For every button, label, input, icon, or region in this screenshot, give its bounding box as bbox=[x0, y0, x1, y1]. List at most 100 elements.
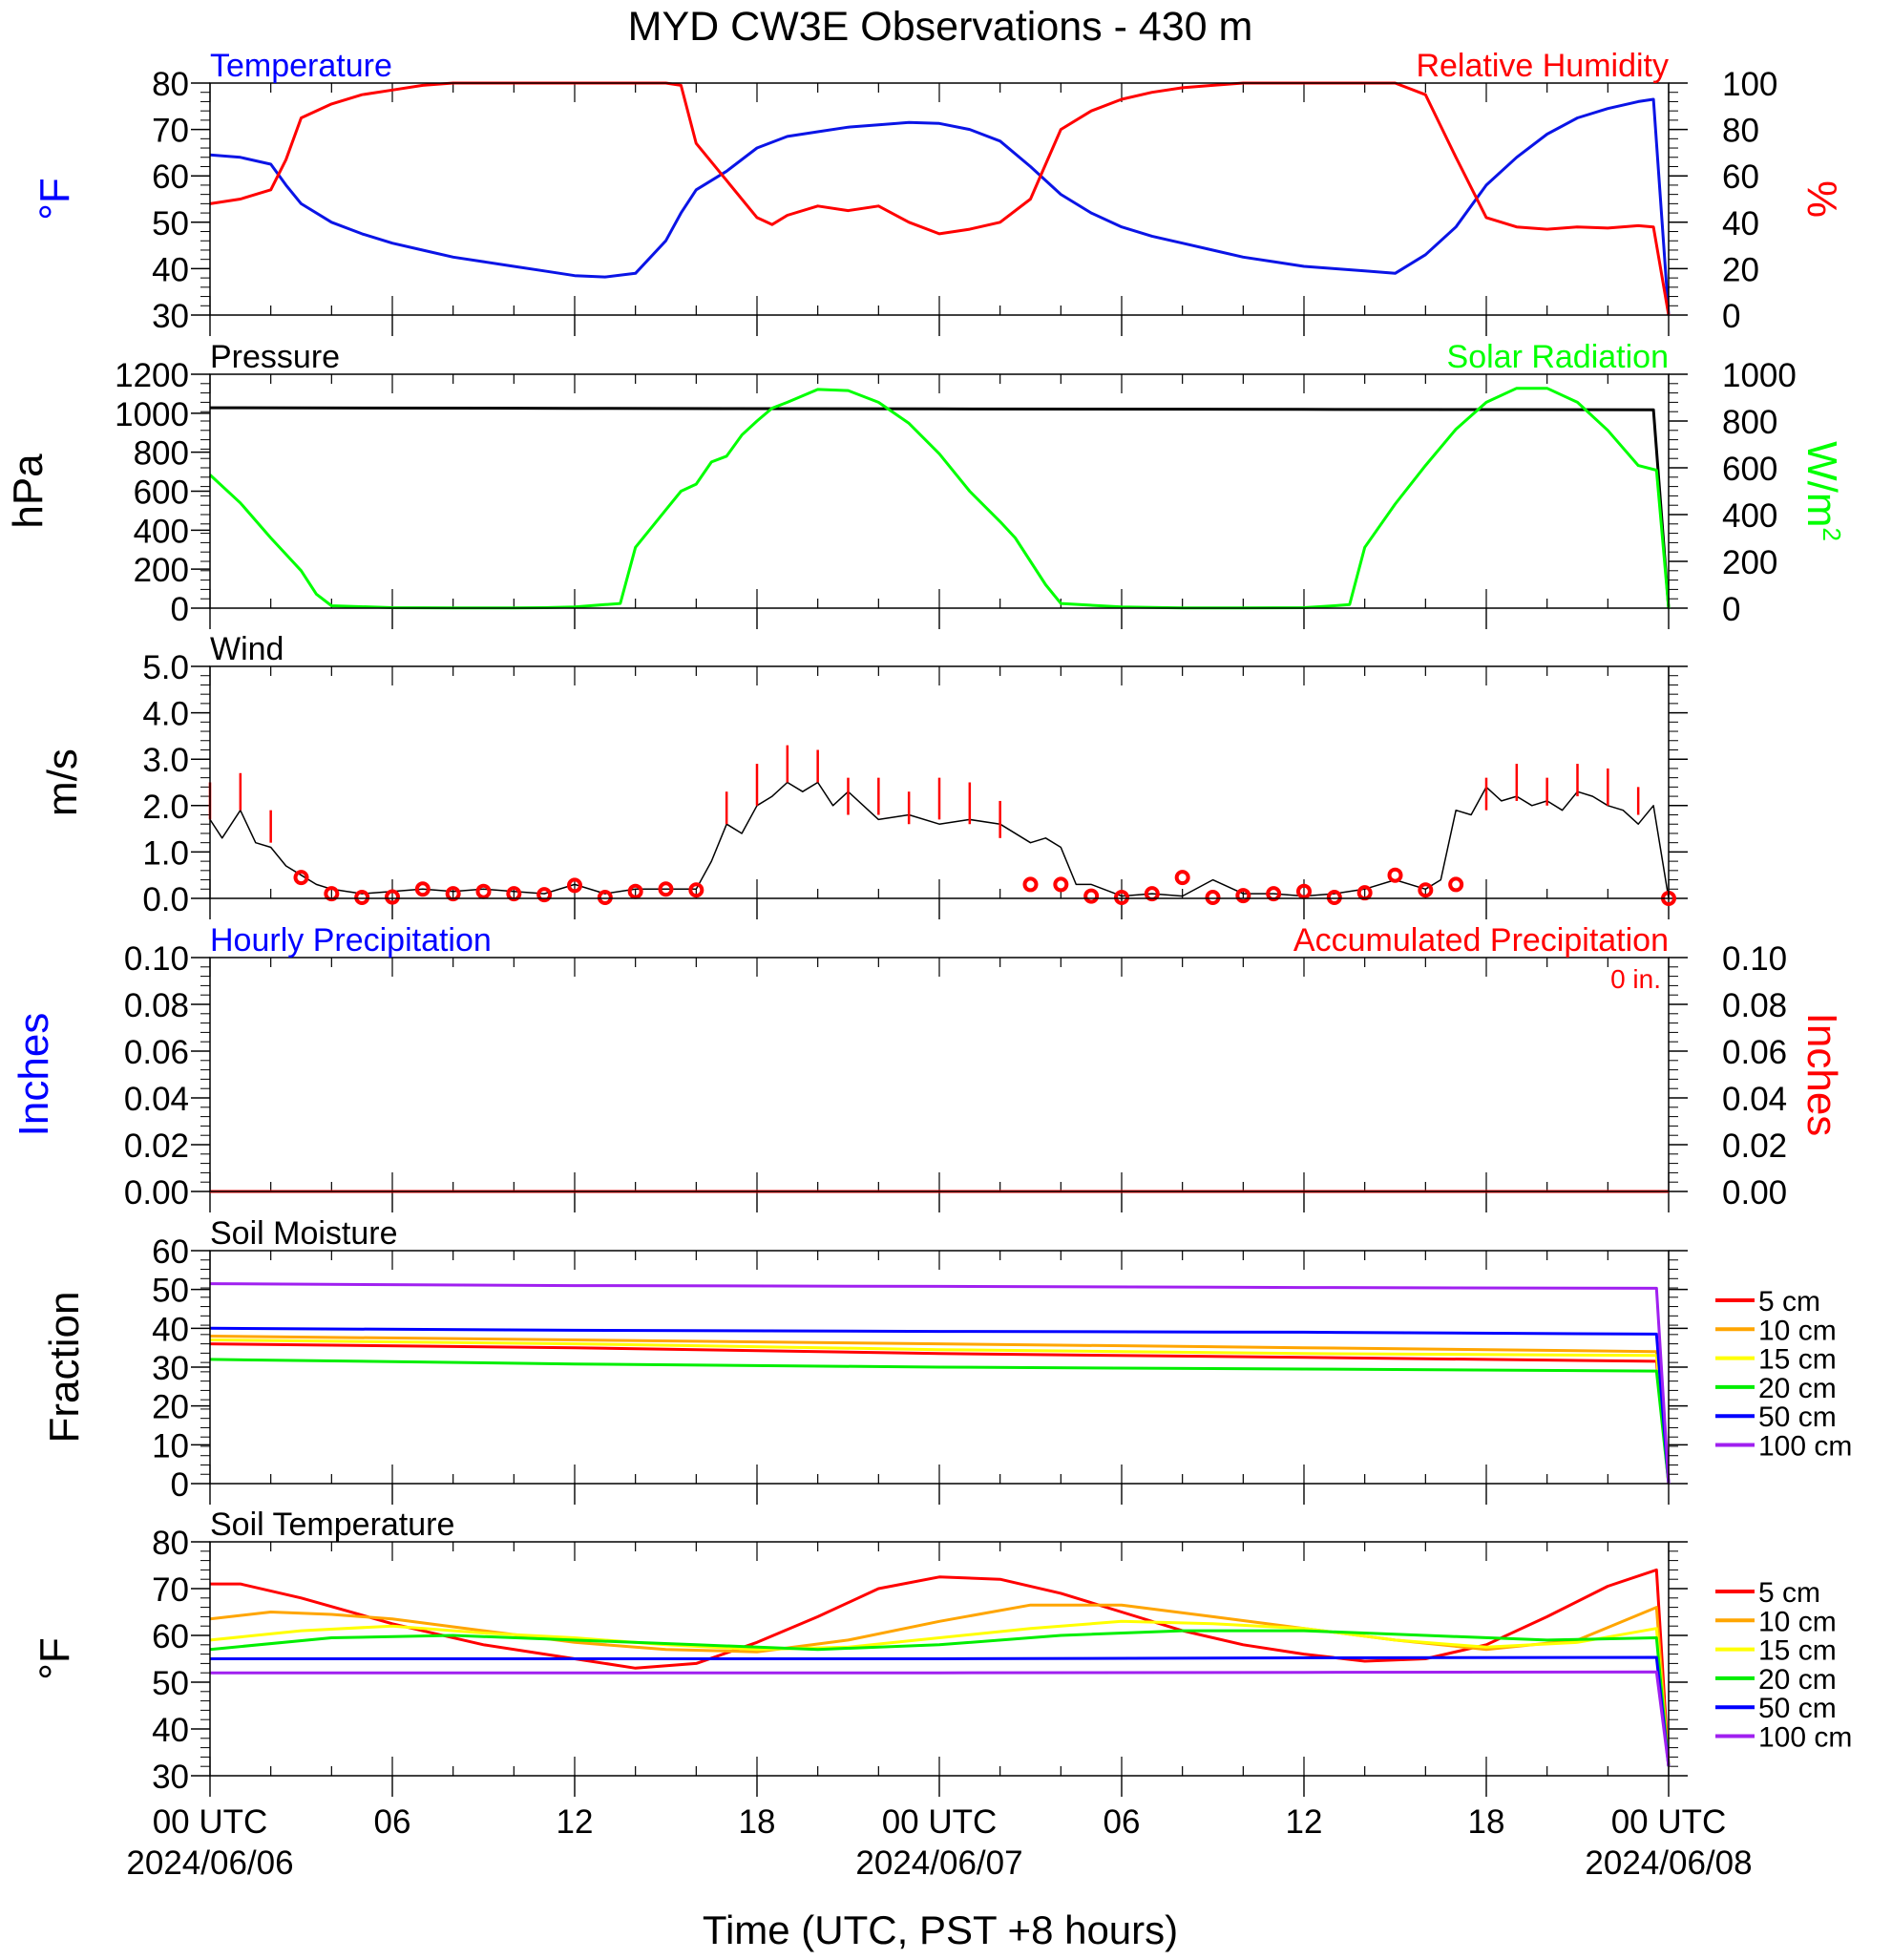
y-axis-label-left: °F bbox=[32, 1637, 78, 1679]
panel-title-left: Wind bbox=[210, 631, 284, 667]
x-date-label: 2024/06/07 bbox=[855, 1844, 1022, 1882]
x-tick-label: 00 UTC bbox=[1611, 1803, 1727, 1841]
y-tick-label-right: 400 bbox=[1722, 497, 1777, 535]
accumulated-total-annotation: 0 in. bbox=[1610, 964, 1661, 994]
panel-title-left: Pressure bbox=[210, 339, 340, 375]
y-tick-label-right: 0.00 bbox=[1722, 1174, 1787, 1212]
y-tick-label-left: 20 bbox=[152, 1389, 189, 1426]
y-tick-label-left: 40 bbox=[152, 1311, 189, 1348]
calm-wind-marker bbox=[445, 886, 461, 902]
y-tick-label-left: 3.0 bbox=[142, 742, 189, 779]
y-axis-label-superscript: 2 bbox=[1818, 527, 1846, 540]
y-tick-label-left: 0.00 bbox=[124, 1174, 189, 1212]
series-line-10cm bbox=[209, 1603, 1671, 1767]
series-group bbox=[208, 387, 1671, 610]
legend-label: 5 cm bbox=[1758, 1286, 1820, 1317]
calm-wind-marker bbox=[1266, 886, 1282, 902]
panel-wind: 0.0 1.0 2.0 3.0 4.0 5.0 Wind m/s bbox=[39, 631, 1688, 919]
plot-frame bbox=[209, 1250, 1670, 1485]
y-tick-label-left: 60 bbox=[152, 1233, 189, 1271]
y-tick-label-left: 2.0 bbox=[142, 789, 189, 826]
y-tick-label-left: 60 bbox=[152, 1618, 189, 1655]
calm-wind-marker bbox=[293, 870, 309, 886]
series-group bbox=[209, 781, 1670, 899]
y-tick-label-right: 0.02 bbox=[1722, 1128, 1787, 1165]
legend-label: 20 cm bbox=[1758, 1373, 1837, 1404]
y-tick-label-right: 800 bbox=[1722, 404, 1777, 441]
panel-title-right: Solar Radiation bbox=[1447, 339, 1669, 375]
plot-frame bbox=[209, 82, 1670, 316]
y-tick-label-left: 70 bbox=[152, 113, 189, 150]
calm-wind-marker bbox=[1174, 870, 1190, 886]
x-tick-label: 06 bbox=[1104, 1803, 1141, 1841]
x-tick-label: 12 bbox=[557, 1803, 594, 1841]
y-tick-label-left: 0 bbox=[171, 591, 189, 628]
calm-wind-marker bbox=[597, 890, 613, 906]
calm-wind-marker bbox=[1448, 876, 1464, 893]
figure-title: MYD CW3E Observations - 430 m bbox=[628, 4, 1253, 50]
panel-title-left: Temperature bbox=[210, 48, 392, 84]
y-tick-label-left: 80 bbox=[152, 66, 189, 103]
x-tick-label: 18 bbox=[739, 1803, 776, 1841]
x-date-label: 2024/06/08 bbox=[1585, 1844, 1752, 1882]
y-tick-label-left: 0 bbox=[171, 1466, 189, 1504]
y-tick-label-left: 10 bbox=[152, 1427, 189, 1465]
panel-precip: 0.00 0.02 0.04 0.06 0.08 0.10 0.00 0.02 0.04 0.06… bbox=[11, 922, 1845, 1212]
legend-label: 10 cm bbox=[1758, 1606, 1837, 1637]
y-tick-label-left: 30 bbox=[152, 1350, 189, 1387]
calm-wind-marker bbox=[1387, 867, 1403, 883]
panel-temp-rh: 30 40 50 60 70 80 0 20 40 60 80 100 Temperature Relat… bbox=[32, 48, 1845, 336]
y-tick-label-left: 0.10 bbox=[124, 940, 189, 978]
calm-wind-marker bbox=[1296, 883, 1312, 899]
legend-label: 50 cm bbox=[1758, 1402, 1837, 1433]
series-line bbox=[209, 81, 1671, 316]
y-axis-label-right: W/m2 bbox=[1798, 441, 1846, 541]
y-tick-label-right: 0 bbox=[1722, 298, 1740, 335]
calm-wind-marker bbox=[567, 877, 582, 894]
series-group bbox=[209, 1568, 1671, 1767]
y-tick-label-left: 5.0 bbox=[142, 649, 189, 686]
y-tick-label-left: 0.06 bbox=[124, 1034, 189, 1071]
series-group bbox=[209, 1282, 1671, 1485]
calm-wind-marker bbox=[324, 886, 340, 902]
series-line bbox=[209, 406, 1671, 609]
y-axis-label-left: °F bbox=[32, 178, 78, 220]
series-line-5cm bbox=[210, 1568, 1671, 1767]
y-tick-label-left: 4.0 bbox=[142, 696, 189, 733]
y-tick-label-left: 600 bbox=[134, 474, 189, 512]
x-tick-label: 06 bbox=[374, 1803, 411, 1841]
legend-label: 10 cm bbox=[1758, 1315, 1837, 1346]
series-group bbox=[209, 81, 1671, 316]
legend-label: 50 cm bbox=[1758, 1693, 1837, 1724]
calm-wind-marker bbox=[1022, 876, 1039, 893]
series-line-5cm bbox=[209, 1342, 1671, 1485]
plot-frame bbox=[209, 1541, 1670, 1777]
y-axis-label-left: hPa bbox=[5, 453, 52, 529]
y-axis-label-right: % bbox=[1798, 180, 1845, 218]
legend-label: 100 cm bbox=[1758, 1431, 1852, 1463]
calm-wind-marker bbox=[414, 881, 431, 897]
calm-wind-marker bbox=[1053, 876, 1069, 893]
y-tick-label-left: 200 bbox=[134, 552, 189, 589]
series-line-50cm bbox=[210, 1655, 1671, 1767]
panel-title-right: Relative Humidity bbox=[1416, 48, 1669, 84]
y-tick-label-left: 0.0 bbox=[142, 881, 189, 918]
x-axis-labels: 00 UTC 06 12 18 00 UTC 06 12 18 00 UTC2024/06/06… bbox=[126, 1803, 1752, 1882]
calm-wind-marker bbox=[1144, 886, 1160, 902]
y-tick-label-right: 0.08 bbox=[1722, 987, 1787, 1024]
series-line-15cm bbox=[209, 1619, 1671, 1767]
calm-wind-marker bbox=[688, 882, 704, 898]
plot-frame bbox=[209, 373, 1670, 609]
x-axis-title: Time (UTC, PST +8 hours) bbox=[703, 1907, 1178, 1952]
calm-wind-marker bbox=[536, 887, 553, 903]
x-tick-label: 00 UTC bbox=[153, 1803, 268, 1841]
series-line-100cm bbox=[210, 1670, 1671, 1767]
calm-wind-marker bbox=[475, 883, 492, 899]
plot-frame bbox=[209, 665, 1670, 899]
y-axis-label-right-text: W/m bbox=[1798, 441, 1845, 527]
y-tick-label-right: 600 bbox=[1722, 451, 1777, 488]
y-tick-label-right: 40 bbox=[1722, 205, 1759, 242]
